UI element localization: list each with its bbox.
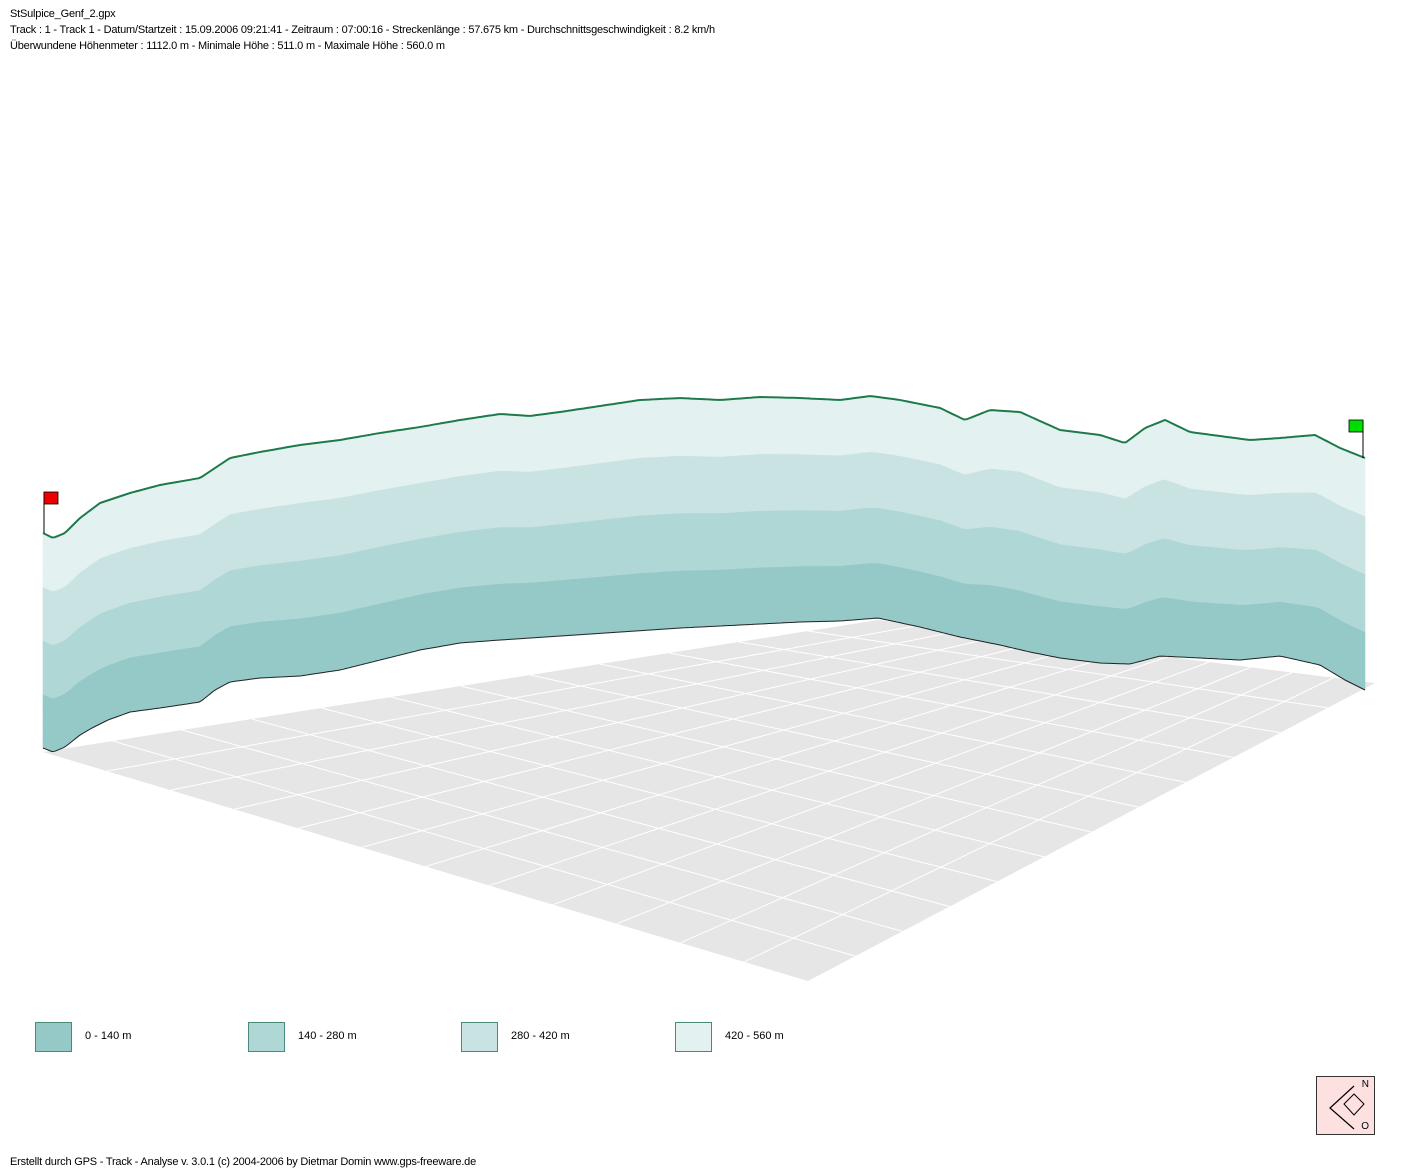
floor-grid-line — [744, 677, 1334, 963]
floor-plane — [43, 620, 1375, 981]
compass-arrow-icon — [1329, 1085, 1365, 1130]
legend-label: 280 - 420 m — [511, 1030, 570, 1042]
track-info: Track : 1 - Track 1 - Datum/Startzeit : … — [10, 24, 715, 36]
elevation-3d-chart — [42, 395, 1375, 981]
wall-base-line — [42, 617, 1366, 753]
start-flag — [43, 491, 59, 505]
compass-north-label: N — [1361, 1079, 1369, 1090]
compass-east-label: O — [1361, 1121, 1369, 1132]
legend-label: 140 - 280 m — [298, 1030, 357, 1042]
legend-swatch — [35, 1022, 72, 1052]
legend-label: 420 - 560 m — [725, 1030, 784, 1042]
legend-swatch — [248, 1022, 285, 1052]
compass: N O — [1316, 1076, 1375, 1135]
end-flag — [1348, 419, 1364, 433]
legend-swatch — [675, 1022, 712, 1052]
file-name: StSulpice_Genf_2.gpx — [10, 8, 116, 20]
footer-credit: Erstellt durch GPS - Track - Analyse v. … — [10, 1156, 477, 1168]
height-info: Überwundene Höhenmeter : 1112.0 m - Mini… — [10, 40, 445, 52]
legend-label: 0 - 140 m — [85, 1030, 132, 1042]
legend-swatch — [461, 1022, 498, 1052]
floor-grid-line — [738, 641, 1281, 734]
elevation-profile-line — [42, 395, 1366, 539]
floor-grid-line — [808, 630, 1328, 709]
